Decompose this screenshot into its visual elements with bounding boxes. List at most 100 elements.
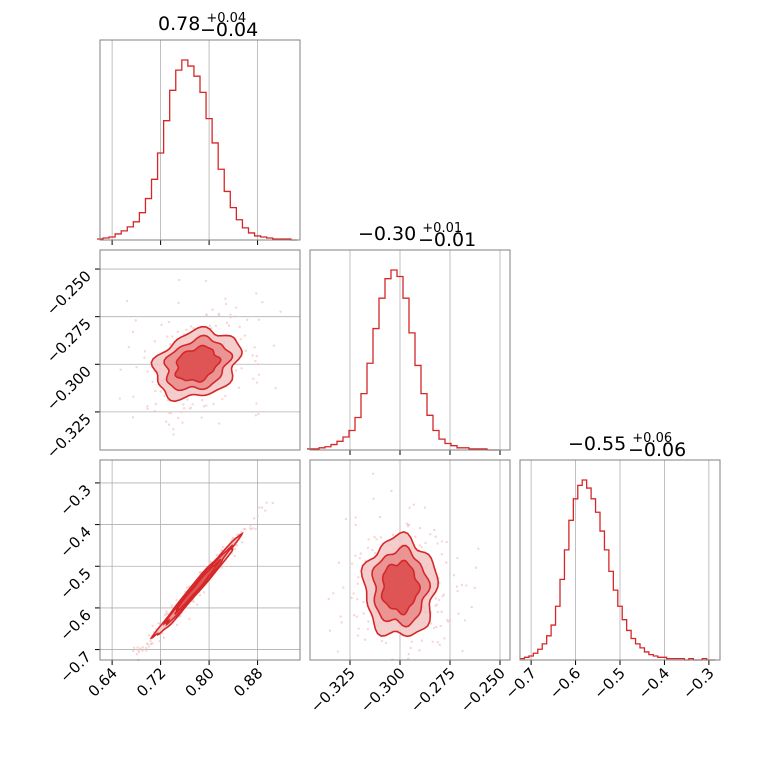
c13-sample-point: [165, 612, 168, 616]
c23-sample-point: [409, 646, 412, 650]
h2-frame: [309, 249, 511, 451]
c12-sample-point: [244, 349, 248, 353]
c23-xtick-label: −0.275: [407, 664, 459, 716]
c12-sample-point: [180, 411, 183, 414]
c13-xtick-label: 0.64: [85, 664, 121, 700]
c13-sample-point: [170, 604, 173, 607]
title-param-3-plus: +0.06: [632, 431, 672, 446]
c13-sample-point: [192, 600, 195, 603]
c23-sample-point: [428, 533, 432, 536]
c13-sample-point: [151, 624, 154, 628]
c13-sample-point: [235, 534, 239, 537]
c23-sample-point: [440, 552, 444, 556]
c23-sample-point: [373, 551, 377, 555]
c12-ytick-label: −0.300: [43, 362, 95, 414]
c12-sample-point: [234, 306, 238, 309]
c13-sample-point: [149, 639, 152, 643]
c12-sample-point: [217, 312, 221, 316]
c23-sample-point: [457, 612, 460, 616]
c12-sample-point: [257, 412, 260, 416]
c13-sample-point: [131, 649, 135, 653]
c23-sample-point: [354, 554, 357, 557]
c12-sample-point: [188, 407, 192, 410]
c13-sample-point: [221, 545, 225, 549]
c23-sample-point: [407, 652, 410, 656]
c23-sample-point: [357, 627, 360, 630]
c12-sample-point: [253, 346, 256, 349]
c23-sample-point: [407, 523, 411, 527]
c13-frame: [99, 459, 301, 661]
c12-sample-point: [143, 350, 147, 353]
c12-sample-point: [135, 366, 138, 369]
c12-sample-point: [233, 315, 237, 318]
c13-xtick-label: 0.88: [230, 664, 266, 700]
c23-sample-point: [327, 597, 330, 601]
c23-sample-point: [435, 603, 439, 606]
c13-xtick-label: 0.72: [133, 664, 169, 700]
c23-sample-point: [435, 625, 438, 629]
c23-sample-point: [358, 557, 362, 560]
c13-sample-point: [175, 623, 179, 627]
c12-sample-point: [125, 299, 129, 303]
c13-sample-point: [209, 560, 212, 563]
h2-histogram-steps: [307, 269, 499, 451]
c12-sample-point: [172, 433, 175, 436]
c13-sample-point: [240, 530, 243, 534]
c23-sample-point: [354, 523, 357, 527]
c12-sample-point: [240, 367, 243, 370]
c13-sample-point: [188, 617, 191, 621]
c12-frame: [99, 249, 301, 451]
c12-sample-point: [201, 398, 204, 402]
c23-sample-point: [420, 546, 423, 549]
c12-sample-point: [159, 390, 163, 393]
c12-sample-point: [204, 279, 208, 282]
c23-sample-point: [418, 544, 421, 547]
h3-xtick-label: −0.5: [590, 664, 628, 702]
c23-sample-point: [357, 576, 360, 579]
c23-sample-point: [380, 639, 384, 643]
title-param-1-median: 0.78: [158, 13, 200, 35]
c23-sample-point: [352, 613, 356, 617]
c12-sample-point: [165, 420, 168, 423]
title-param-2: −0.30 +0.01: [358, 221, 462, 245]
c23-sample-point: [463, 619, 467, 622]
c12-sample-point: [169, 343, 172, 346]
c23-sample-point: [440, 610, 443, 614]
c23-sample-point: [356, 582, 359, 585]
c23-sample-point: [408, 506, 411, 510]
c12-sample-point: [167, 423, 171, 426]
c12-sample-point: [118, 397, 121, 400]
c12-sample-point: [243, 334, 247, 337]
c12-sample-point: [176, 330, 180, 333]
c12-sample-point: [254, 359, 257, 363]
c23-sample-point: [342, 586, 345, 589]
c23-sample-point: [420, 639, 424, 642]
c23-sample-point: [474, 566, 478, 569]
c23-sample-point: [337, 561, 341, 564]
c13-sample-point: [144, 646, 148, 650]
c12-sample-point: [182, 403, 185, 406]
c12-sample-point: [185, 328, 188, 332]
c13-sample-point: [232, 536, 235, 540]
c23-sample-point: [410, 640, 414, 643]
c23-sample-point: [350, 596, 353, 600]
panel-2d-param-1-vs-param-2: −0.250−0.275−0.300−0.325: [43, 249, 301, 462]
panel-hist-param-2: [307, 249, 511, 455]
c13-sample-point: [161, 632, 164, 635]
h1-histogram-steps: [96, 59, 297, 241]
c23-sample-point: [473, 586, 476, 590]
c13-sample-point: [249, 527, 253, 531]
c23-sample-point: [445, 561, 448, 564]
c12-sample-point: [181, 421, 184, 424]
c23-sample-point: [356, 598, 359, 601]
c12-sample-point: [256, 362, 260, 366]
c12-sample-point: [255, 354, 259, 358]
c13-sample-point: [233, 554, 236, 558]
c12-ytick-label: −0.275: [43, 315, 95, 367]
h3-xtick-label: −0.4: [635, 664, 673, 702]
c23-sample-point: [452, 574, 456, 577]
c12-sample-point: [169, 412, 173, 415]
c13-ytick-label: −0.5: [56, 564, 94, 602]
c23-sample-point: [445, 540, 448, 544]
c23-sample-point: [336, 650, 340, 653]
